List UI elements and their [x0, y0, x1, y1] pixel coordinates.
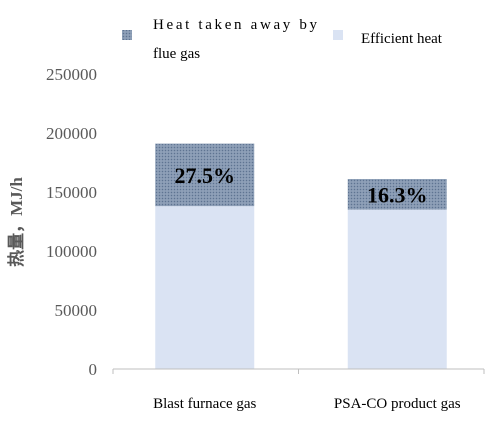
- data-label: 27.5%: [175, 163, 236, 188]
- x-axis-categories: Blast furnace gas PSA-CO product gas: [153, 396, 461, 412]
- y-axis-ticks: 0 50000 100000 150000 200000 250000: [46, 65, 97, 379]
- y-tick-label: 0: [89, 360, 98, 379]
- y-tick-label: 50000: [55, 301, 98, 320]
- bar-efficient-heat-1: [347, 209, 447, 369]
- y-tick-label: 200000: [46, 124, 97, 143]
- legend-swatch-flue-gas: [122, 30, 132, 40]
- bar-flue-gas-1: [347, 179, 447, 210]
- legend-label-flue-gas-line1: Heat taken away by: [153, 17, 318, 33]
- x-category-label: Blast furnace gas: [153, 396, 256, 412]
- x-category-label: PSA-CO product gas: [334, 396, 461, 412]
- legend-swatch-efficient-heat: [333, 30, 343, 40]
- x-axis: [112, 368, 485, 374]
- bar-efficient-heat-0: [155, 206, 255, 369]
- y-tick-label: 150000: [46, 183, 97, 202]
- y-tick-label: 100000: [46, 242, 97, 261]
- legend-label-efficient-heat: Efficient heat: [361, 31, 443, 47]
- bars: 27.5% 16.3%: [155, 143, 447, 369]
- legend: Heat taken away by flue gas Efficient he…: [122, 17, 443, 62]
- legend-label-flue-gas-line2: flue gas: [153, 46, 200, 62]
- data-label: 16.3%: [367, 182, 428, 207]
- y-axis-label: 热量，MJ/h: [6, 177, 26, 267]
- y-tick-label: 250000: [46, 65, 97, 84]
- bar-flue-gas-0: [155, 143, 255, 207]
